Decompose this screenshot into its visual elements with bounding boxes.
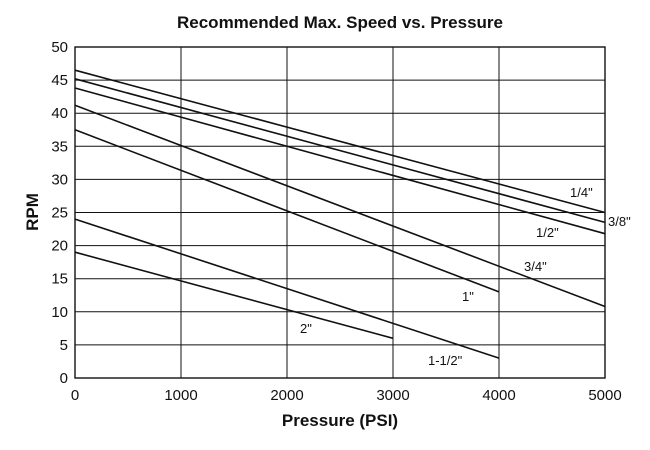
series-label-1-4: 1/4" [570, 185, 593, 200]
y-tick-label: 50 [51, 39, 68, 56]
y-tick-label: 35 [51, 138, 68, 155]
x-axis-label: Pressure (PSI) [282, 411, 398, 430]
chart-title: Recommended Max. Speed vs. Pressure [177, 13, 503, 32]
y-axis-label: RPM [23, 193, 42, 231]
y-tick-label: 45 [51, 72, 68, 89]
y-tick-label: 20 [51, 238, 68, 255]
x-tick-label: 2000 [270, 387, 303, 404]
series-label-1: 1" [462, 289, 474, 304]
y-tick-label: 5 [60, 337, 68, 354]
series-label-1-1-2: 1-1/2" [428, 353, 463, 368]
x-tick-label: 1000 [164, 387, 197, 404]
x-tick-label: 4000 [482, 387, 515, 404]
series-lines [74, 69, 606, 359]
x-ticks: 0 1000 2000 3000 4000 5000 [71, 387, 622, 404]
series-labels: 1/4" 3/8" 1/2" 3/4" 1" 1-1/2" 2" [300, 185, 631, 368]
x-tick-label: 5000 [588, 387, 621, 404]
series-line-2 [74, 251, 394, 340]
series-line-3-4 [74, 104, 606, 308]
y-tick-label: 25 [51, 205, 68, 222]
series-label-1-2: 1/2" [536, 225, 559, 240]
y-tick-label: 0 [60, 370, 68, 387]
series-label-3-8: 3/8" [608, 214, 631, 229]
series-line-1-1-2 [74, 218, 500, 359]
series-line-1-4 [74, 69, 606, 214]
series-label-2: 2" [300, 321, 312, 336]
y-tick-label: 30 [51, 171, 68, 188]
y-tick-label: 10 [51, 304, 68, 321]
y-tick-label: 40 [51, 105, 68, 122]
x-tick-label: 0 [71, 387, 79, 404]
series-label-3-4: 3/4" [524, 259, 547, 274]
series-line-1 [74, 129, 500, 293]
y-ticks: 0 5 10 15 20 25 30 35 40 45 50 [51, 39, 68, 387]
x-tick-label: 3000 [376, 387, 409, 404]
series-line-1-2 [74, 87, 606, 235]
y-tick-label: 15 [51, 271, 68, 288]
series-line-3-8 [74, 78, 606, 224]
